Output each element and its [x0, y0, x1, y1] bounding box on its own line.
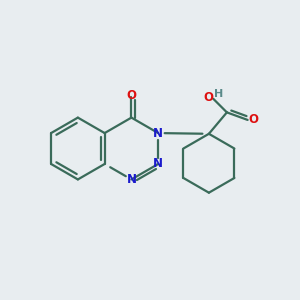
Text: O: O	[203, 91, 213, 104]
Text: O: O	[126, 89, 136, 102]
Text: O: O	[248, 113, 258, 126]
Text: N: N	[153, 127, 163, 140]
Text: N: N	[126, 173, 136, 186]
Text: N: N	[153, 158, 163, 170]
Text: H: H	[214, 89, 223, 99]
